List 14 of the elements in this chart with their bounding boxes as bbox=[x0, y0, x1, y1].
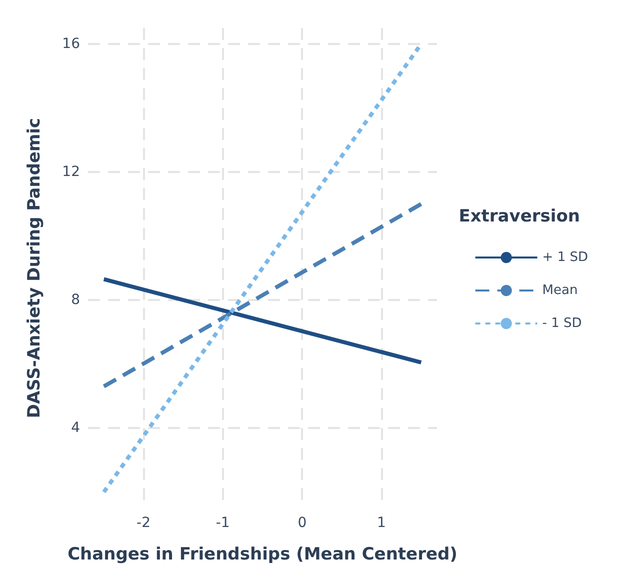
legend-label: - 1 SD bbox=[542, 316, 582, 331]
x-tick-label: -2 bbox=[136, 515, 151, 531]
y-axis-title: DASS-Anxiety During Pandemic bbox=[24, 118, 44, 418]
x-tick-label: 1 bbox=[377, 515, 386, 531]
y-tick-label: 16 bbox=[62, 36, 80, 52]
y-tick-label: 8 bbox=[71, 292, 80, 308]
legend-label: + 1 SD bbox=[542, 250, 588, 265]
legend-label: Mean bbox=[542, 283, 578, 298]
legend-title: Extraversion bbox=[458, 206, 580, 226]
x-tick-label: 0 bbox=[298, 515, 307, 531]
x-axis-title: Changes in Friendships (Mean Centered) bbox=[68, 544, 458, 564]
y-tick-label: 12 bbox=[62, 164, 80, 180]
x-tick-label: -1 bbox=[216, 515, 230, 531]
y-tick-label: 4 bbox=[71, 420, 80, 436]
